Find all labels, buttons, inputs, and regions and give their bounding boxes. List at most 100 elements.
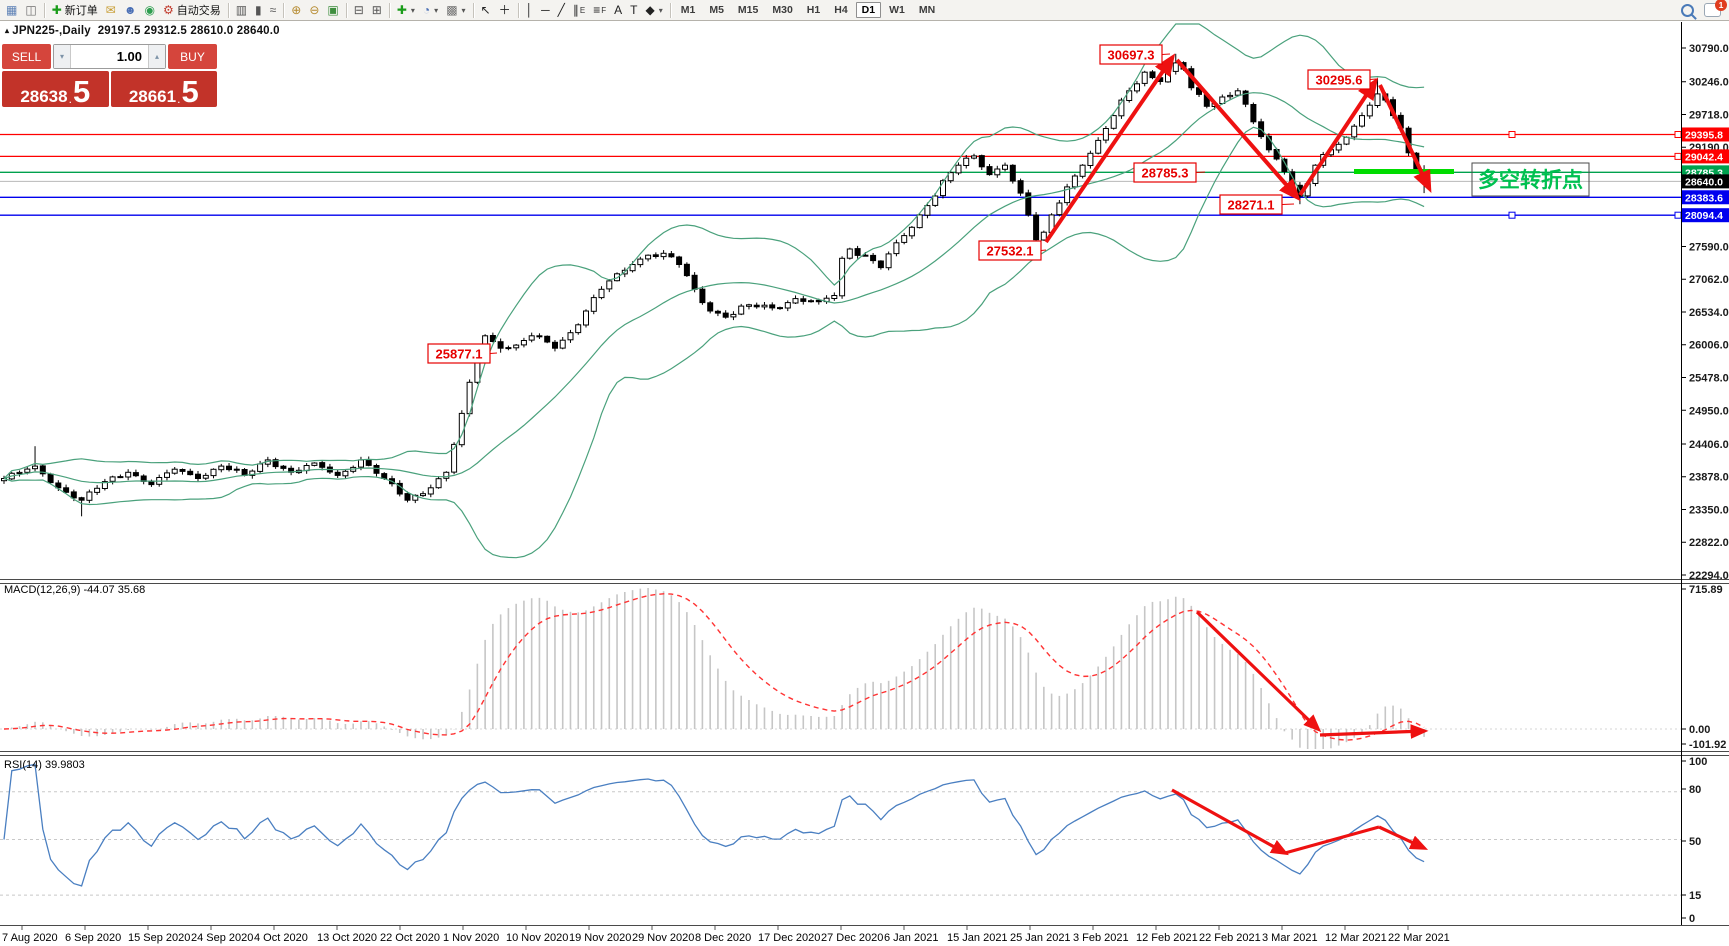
zoom-out-icon[interactable]: ⊖ — [305, 1, 323, 19]
svg-text:27 Dec 2020: 27 Dec 2020 — [821, 932, 883, 944]
template-button[interactable]: ▩ ▾ — [442, 1, 469, 19]
add-indicator-button-dropdown[interactable]: ▾ — [410, 5, 415, 15]
arrange-windows-icon[interactable]: ⊟ — [350, 1, 368, 19]
tile-windows-icon[interactable]: ▣ — [323, 1, 342, 19]
timeframe-w1[interactable]: W1 — [889, 4, 905, 16]
svg-text:25478.0: 25478.0 — [1689, 372, 1729, 384]
volume-stepper: ▾ 1.00 ▴ — [53, 44, 166, 69]
svg-text:15 Sep 2020: 15 Sep 2020 — [128, 932, 190, 944]
svg-text:-101.92: -101.92 — [1689, 739, 1726, 751]
timeframe-m15[interactable]: M15 — [737, 4, 759, 16]
arrows-rsi[interactable] — [1171, 788, 1429, 856]
toolbar-separator — [669, 2, 671, 18]
cascade-windows-icon-glyph: ⊞ — [371, 3, 382, 17]
arrange-windows-icon-glyph: ⊟ — [353, 3, 364, 17]
zoom-out-icon-glyph: ⊖ — [309, 3, 320, 17]
text-label-tool[interactable]: T — [626, 1, 641, 19]
cascade-windows-icon[interactable]: ⊞ — [368, 1, 386, 19]
period-clock-button-dropdown[interactable]: ▾ — [434, 5, 439, 15]
arrows-tool-dropdown[interactable]: ▾ — [658, 5, 663, 15]
search-icon[interactable] — [1681, 3, 1697, 20]
svg-text:26006.0: 26006.0 — [1689, 340, 1729, 352]
ohlc-values: 29197.5 29312.5 28610.0 28640.0 — [97, 25, 280, 37]
profile-search-icon[interactable]: ◫ — [21, 1, 40, 19]
svg-text:24406.0: 24406.0 — [1689, 439, 1729, 451]
text-tool[interactable]: A — [610, 1, 626, 19]
svg-text:30246.0: 30246.0 — [1689, 77, 1729, 89]
vertical-line-tool[interactable]: │ — [522, 1, 538, 19]
buy-price[interactable]: 28661 . 5 — [110, 71, 217, 107]
history-center-icon[interactable]: ✉ — [102, 1, 120, 19]
chat-icon[interactable]: 1 — [1704, 0, 1727, 17]
new-order-button[interactable]: ✚ 新订单 — [48, 1, 102, 19]
sell-price[interactable]: 28638 . 5 — [2, 71, 109, 107]
template-button-dropdown[interactable]: ▾ — [461, 5, 466, 15]
chart-window-icon[interactable]: ▦ — [2, 1, 21, 19]
sell-button[interactable]: SELL — [2, 44, 51, 69]
svg-text:30295.6: 30295.6 — [1316, 73, 1363, 88]
horizontal-level-lines[interactable] — [0, 131, 1682, 219]
rsi-panel: RSI(14) 39.9803 100 80 50 15 0 — [0, 756, 1707, 925]
svg-text:23878.0: 23878.0 — [1689, 472, 1729, 484]
add-indicator-glyph: ✚ — [396, 3, 407, 17]
candlestick-chart-icon[interactable]: ▮ — [251, 1, 266, 19]
svg-text:3 Mar 2021: 3 Mar 2021 — [1262, 932, 1318, 944]
toolbar-groups: ▦ ◫ ✚ 新订单 ✉ ☻ ◉ ⚙ 自动交易 ▥ ▮ ≈ ⊕ ⊖ ▣ ⊟ ⊞ ✚ ▾ ◔ ▾ ▩ ▾ ↖ ＋ │ ─ ╱ ∥ E ≡ F A T ◆… — [2, 1, 667, 19]
price-scale: 30790.030246.029718.029190.027590.027062… — [1681, 43, 1729, 582]
svg-text:29395.8: 29395.8 — [1685, 129, 1723, 141]
svg-text:10 Nov 2020: 10 Nov 2020 — [506, 932, 568, 944]
one-click-trading-panel: SELL ▾ 1.00 ▴ BUY 28638 . 5 28661 . 5 — [2, 44, 217, 107]
chart-window-icon-glyph: ▦ — [6, 3, 18, 17]
note-box[interactable]: 多空转折点 — [1471, 162, 1590, 197]
cursor-glyph: ↖ — [480, 3, 491, 17]
timeframe-m5[interactable]: M5 — [709, 4, 724, 16]
svg-text:27590.0: 27590.0 — [1689, 241, 1729, 253]
new-order-glyph: ✚ — [51, 3, 62, 17]
arrows-macd[interactable] — [1195, 610, 1429, 739]
svg-text:30697.3: 30697.3 — [1108, 48, 1155, 63]
arrows-main[interactable] — [1044, 53, 1432, 244]
arrows-tool[interactable]: ◆ ▾ — [641, 1, 666, 19]
volume-up-button[interactable]: ▴ — [148, 45, 165, 68]
signals-icon[interactable]: ◉ — [140, 1, 158, 19]
timeframe-h1[interactable]: H1 — [806, 4, 821, 16]
horizontal-line-tool[interactable]: ─ — [537, 1, 554, 19]
community-icon[interactable]: ☻ — [120, 1, 141, 19]
channel-tool[interactable]: ∥ E — [572, 3, 586, 17]
svg-text:0: 0 — [1689, 913, 1695, 925]
toolbar-separator — [472, 2, 474, 18]
timeframe-h4[interactable]: H4 — [834, 4, 848, 16]
price-label-boxes[interactable]: 25877.1 27532.1 30697.3 28785.3 30295.6 28271… — [427, 44, 1377, 364]
toolbar-separator — [517, 2, 519, 18]
timeframe-m1[interactable]: M1 — [680, 4, 696, 16]
svg-text:100: 100 — [1689, 756, 1707, 768]
bar-chart-icon[interactable]: ▥ — [232, 1, 251, 19]
period-clock-button[interactable]: ◔ ▾ — [419, 1, 442, 19]
crosshair-tool[interactable]: ＋ — [495, 1, 515, 19]
zoom-in-icon[interactable]: ⊕ — [287, 1, 305, 19]
notification-badge: 1 — [1715, 0, 1727, 11]
panel-separators[interactable] — [0, 22, 1729, 926]
trend-arrows[interactable] — [1044, 53, 1432, 856]
highlight-bar[interactable] — [1354, 169, 1454, 174]
timeframe-m30[interactable]: M30 — [772, 4, 793, 16]
new-order-button-label: 新订单 — [64, 5, 98, 17]
add-indicator-button[interactable]: ✚ ▾ — [393, 1, 419, 19]
timeframe-mn[interactable]: MN — [918, 4, 936, 16]
trendline-tool[interactable]: ╱ — [554, 1, 569, 19]
cursor-tool[interactable]: ↖ — [477, 1, 495, 19]
timeframe-d1[interactable]: D1 — [855, 2, 882, 18]
volume-down-button[interactable]: ▾ — [54, 45, 71, 68]
fibonacci-tool[interactable]: ≡ F — [593, 3, 607, 17]
date-axis[interactable]: 7 Aug 2020 6 Sep 2020 15 Sep 2020 24 Sep 20… — [2, 926, 1450, 944]
svg-text:29718.0: 29718.0 — [1689, 109, 1729, 121]
auto-trading-button[interactable]: ⚙ 自动交易 — [159, 1, 225, 19]
collapse-marker[interactable]: ▴ — [5, 26, 10, 35]
svg-text:28785.3: 28785.3 — [1142, 166, 1189, 181]
volume-input[interactable]: 1.00 — [116, 49, 142, 64]
svg-text:30790.0: 30790.0 — [1689, 43, 1729, 55]
buy-button[interactable]: BUY — [168, 44, 217, 69]
svg-text:22 Oct 2020: 22 Oct 2020 — [380, 932, 440, 944]
line-chart-icon[interactable]: ≈ — [266, 1, 281, 19]
